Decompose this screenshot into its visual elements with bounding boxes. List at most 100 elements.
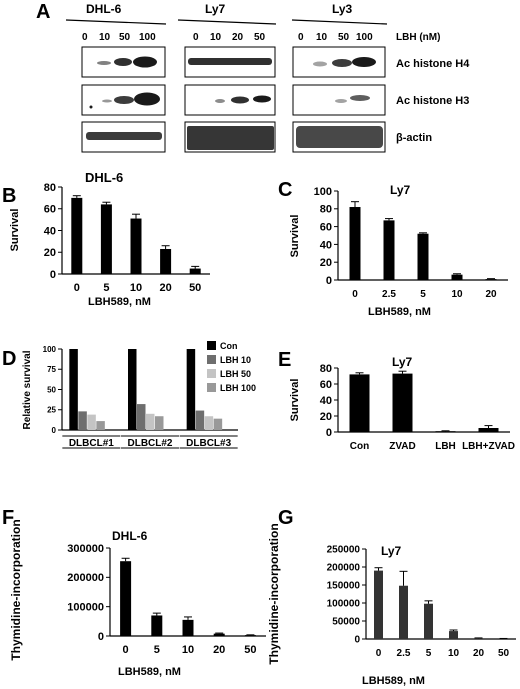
legend-swatch — [207, 355, 216, 364]
category-label: Con — [350, 441, 369, 452]
panel-letter: B — [2, 185, 16, 207]
lane-label: 0 — [82, 32, 88, 43]
group-label-ly7: Ly7 — [205, 2, 226, 16]
category-label: 5 — [103, 282, 109, 294]
y-tick-label: 0 — [52, 426, 57, 435]
bar-d — [204, 416, 214, 430]
bar-d — [96, 421, 105, 430]
y-axis-label: Thymidine-incorporation — [9, 519, 23, 660]
bar-e — [392, 373, 413, 432]
category-label: 20 — [473, 648, 485, 659]
bar-f — [151, 615, 163, 636]
lane-label: 50 — [119, 32, 131, 43]
bands-h4 — [97, 56, 376, 68]
bar-g — [399, 585, 408, 639]
panel-a-letter: A — [36, 1, 50, 23]
category-label: 5 — [154, 644, 160, 656]
y-tick-label: 250000 — [327, 545, 361, 556]
category-label: 2.5 — [397, 648, 411, 659]
bar-b — [130, 218, 142, 274]
y-tick-label: 150000 — [327, 581, 361, 592]
y-tick-label: 75 — [47, 365, 56, 374]
bar-b — [71, 197, 83, 274]
y-axis-label: Survival — [289, 379, 301, 422]
y-tick-label: 0 — [98, 631, 104, 643]
x-axis-label: LBH589, nM — [88, 296, 151, 308]
x-axis-label: LBH589, nM — [368, 306, 431, 318]
bar-g — [424, 603, 433, 639]
bar-g — [374, 570, 383, 639]
y-tick-label: 60 — [320, 379, 332, 391]
panel-letter: C — [278, 179, 292, 201]
bar-f — [120, 561, 132, 636]
group-underline — [291, 19, 388, 25]
bar-c — [485, 279, 497, 280]
bar-d — [128, 349, 137, 430]
bar-d — [186, 349, 196, 430]
y-tick-label: 80 — [320, 204, 332, 216]
lane-label: 50 — [338, 32, 350, 43]
bar-c — [349, 207, 361, 280]
category-label: 20 — [485, 289, 497, 300]
panel-letter: D — [2, 348, 16, 370]
y-tick-label: 0 — [326, 427, 332, 439]
x-axis-label: LBH589, nM — [118, 666, 181, 678]
chart-e-ly7-zvad-survival: E Ly7 Survival 0 20 40 60 80 Con ZVAD LBH LBH+ZVAD — [278, 349, 515, 452]
category-label: 50 — [189, 282, 201, 294]
y-tick-label: 20 — [320, 411, 332, 423]
y-tick-label: 200000 — [327, 563, 361, 574]
y-axis-label: Survival — [9, 209, 21, 252]
bar-f — [182, 619, 194, 636]
dose-label: LBH (nM) — [396, 32, 440, 43]
bar-d — [78, 411, 87, 430]
panel-letter: E — [278, 349, 291, 371]
group-underline — [177, 19, 277, 25]
row-label-actin: β-actin — [396, 132, 432, 144]
y-tick-label: 0 — [326, 275, 332, 287]
category-label: 5 — [420, 289, 426, 300]
category-label: 50 — [244, 644, 256, 656]
y-tick-label: 50 — [47, 385, 56, 394]
y-tick-label: 25 — [47, 406, 56, 415]
bar-g — [474, 638, 483, 639]
y-tick-label: 20 — [320, 257, 332, 269]
lane-label: 20 — [232, 32, 244, 43]
lane-label: 100 — [139, 32, 156, 43]
x-axis-label: LBH589, nM — [362, 675, 425, 687]
legend-label: LBH 10 — [220, 355, 251, 365]
lane-label: 50 — [254, 32, 266, 43]
bar-b — [100, 204, 112, 274]
group-underline — [65, 19, 167, 25]
category-label: DLBCL#2 — [127, 438, 172, 449]
category-label: 20 — [159, 282, 171, 294]
category-label: 10 — [448, 648, 460, 659]
category-label: LBH — [435, 441, 456, 452]
category-label: 10 — [130, 282, 142, 294]
bar-f — [244, 635, 256, 636]
chart-c-ly7-survival: C Ly7 Survival LBH589, nM 0 20 40 60 80 100 0 2.5 5 1… — [278, 179, 508, 318]
chart-f-dhl6-thymidine: F DHL-6 Thymidine-incorporation LBH589, nM 0… — [2, 507, 266, 678]
category-label: DLBCL#3 — [186, 438, 231, 449]
chart-title: Ly7 — [381, 544, 402, 558]
y-axis-label: Thymidine-incorporation — [267, 523, 281, 664]
lane-label: 10 — [316, 32, 328, 43]
lane-label: 0 — [193, 32, 199, 43]
category-label: 20 — [213, 644, 225, 656]
y-tick-label: 0 — [50, 269, 56, 281]
legend-swatch — [207, 383, 216, 392]
group-label-dhl6: DHL-6 — [86, 2, 122, 16]
y-tick-label: 60 — [44, 204, 56, 216]
y-tick-label: 60 — [320, 221, 332, 233]
bar-c — [383, 220, 395, 280]
group-label-ly3: Ly3 — [332, 2, 353, 16]
category-label: 5 — [426, 648, 432, 659]
category-label: 10 — [182, 644, 194, 656]
bar-d — [155, 416, 164, 430]
chart-title: DHL-6 — [112, 529, 148, 543]
chart-b-dhl6-survival: B DHL-6 Survival LBH589, nM 0 20 40 60 80 0 5 10 20 5… — [2, 170, 210, 308]
chart-title: Ly7 — [392, 355, 413, 369]
bar-c — [417, 233, 429, 280]
legend-label: Con — [220, 341, 238, 351]
